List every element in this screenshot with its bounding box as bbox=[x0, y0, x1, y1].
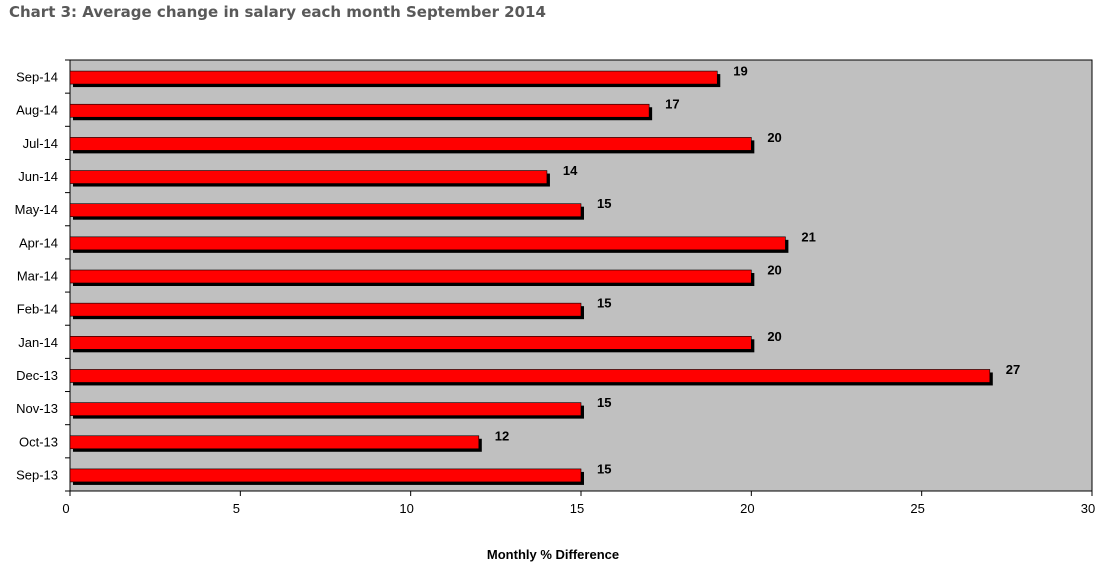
category-label: Feb-14 bbox=[17, 302, 58, 317]
category-label: Aug-14 bbox=[16, 103, 58, 118]
x-tick-label: 30 bbox=[1081, 501, 1095, 516]
x-axis-label: Monthly % Difference bbox=[487, 547, 619, 562]
category-label: Jun-14 bbox=[18, 169, 58, 184]
category-label: Apr-14 bbox=[19, 235, 58, 250]
data-label: 20 bbox=[767, 130, 781, 145]
x-tick-label: 15 bbox=[570, 501, 584, 516]
data-label: 14 bbox=[563, 163, 578, 178]
bar bbox=[69, 103, 650, 118]
bar bbox=[69, 170, 548, 184]
data-label: 15 bbox=[597, 196, 611, 211]
data-label: 12 bbox=[495, 428, 509, 443]
data-label: 27 bbox=[1006, 362, 1020, 377]
data-label: 15 bbox=[597, 296, 611, 311]
category-label: Sep-14 bbox=[16, 70, 58, 85]
bar bbox=[69, 369, 991, 383]
x-tick-label: 5 bbox=[233, 501, 240, 516]
bar bbox=[69, 402, 582, 416]
x-tick-label: 0 bbox=[62, 501, 69, 516]
bar bbox=[69, 435, 480, 450]
bar bbox=[69, 336, 752, 350]
data-label: 15 bbox=[597, 461, 611, 476]
chart-title: Chart 3: Average change in salary each m… bbox=[9, 3, 546, 21]
x-tick-label: 25 bbox=[910, 501, 924, 516]
x-tick-label: 20 bbox=[740, 501, 754, 516]
data-label: 17 bbox=[665, 97, 679, 112]
category-label: Mar-14 bbox=[17, 269, 58, 284]
bar bbox=[69, 137, 752, 151]
data-label: 20 bbox=[767, 329, 781, 344]
data-label: 21 bbox=[801, 229, 815, 244]
data-label: 20 bbox=[767, 263, 781, 278]
bar bbox=[69, 302, 582, 317]
bar bbox=[69, 269, 752, 284]
category-label: Jan-14 bbox=[18, 335, 58, 350]
bar bbox=[69, 203, 582, 217]
category-label: Sep-13 bbox=[16, 467, 58, 482]
category-label: May-14 bbox=[15, 202, 58, 217]
category-label: Jul-14 bbox=[23, 136, 58, 151]
bar bbox=[69, 236, 786, 251]
category-label: Dec-13 bbox=[16, 368, 58, 383]
category-label: Oct-13 bbox=[19, 434, 58, 449]
data-label: 15 bbox=[597, 395, 611, 410]
category-label: Nov-13 bbox=[16, 401, 58, 416]
data-label: 19 bbox=[733, 64, 747, 79]
bar bbox=[69, 468, 582, 483]
bar bbox=[69, 70, 718, 85]
x-tick-label: 10 bbox=[399, 501, 413, 516]
